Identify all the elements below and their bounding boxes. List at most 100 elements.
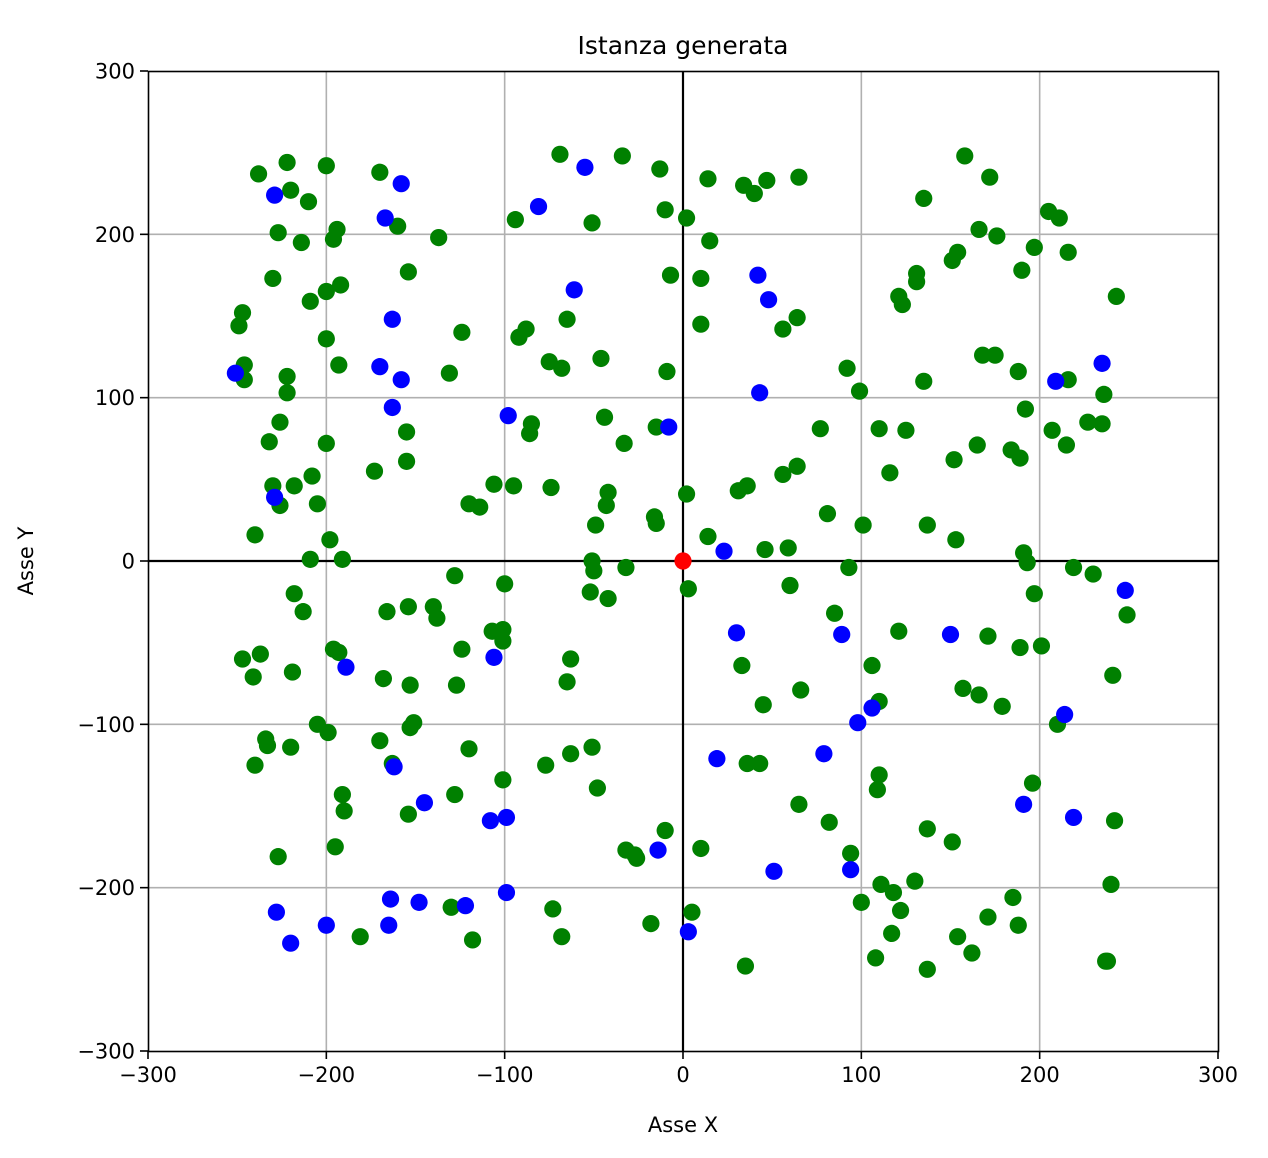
scatter-point <box>246 526 264 544</box>
scatter-point <box>330 643 348 662</box>
scatter-point <box>956 147 974 165</box>
scatter-point <box>642 915 660 933</box>
scatter-point <box>565 281 583 299</box>
scatter-point <box>677 209 696 227</box>
scatter-point <box>1059 371 1077 389</box>
scatter-point <box>558 310 576 328</box>
scatter-point <box>745 184 763 203</box>
scatter-point <box>656 821 674 840</box>
scatter-point <box>647 418 665 436</box>
scatter-point <box>986 346 1004 364</box>
scatter-point <box>1009 362 1027 381</box>
scatter-point <box>1032 637 1051 655</box>
scatter-point <box>485 475 503 493</box>
scatter-point <box>852 893 870 911</box>
scatter-point <box>1015 795 1033 813</box>
scatter-point <box>251 645 269 663</box>
scatter-point <box>392 175 410 193</box>
scatter-point <box>581 583 599 601</box>
scatter-point <box>282 738 300 756</box>
scatter-point <box>383 398 401 417</box>
scatter-point <box>941 625 960 644</box>
scatter-point <box>733 656 751 675</box>
scatter-point <box>792 681 810 699</box>
scatter-point <box>308 495 327 513</box>
scatter-point <box>1064 808 1083 827</box>
y-tick-labels: −300 −200 −100 0 100 200 300 <box>77 60 135 1064</box>
scatter-point <box>863 656 881 675</box>
scatter-point <box>1018 554 1036 572</box>
scatter-point <box>399 598 417 616</box>
chart-title: Istanza generata <box>578 31 789 60</box>
scatter-point <box>383 310 401 328</box>
scatter-point <box>1084 565 1102 583</box>
scatter-point <box>833 625 851 644</box>
scatter-point <box>906 872 924 890</box>
scatter-point <box>599 589 617 608</box>
scatter-point <box>271 413 289 431</box>
scatter-point <box>553 928 571 946</box>
scatter-point <box>915 189 933 207</box>
scatter-point <box>278 384 296 402</box>
x-axis-label: Asse X <box>648 1113 718 1137</box>
scatter-point <box>677 485 696 503</box>
scatter-point <box>428 609 446 627</box>
scatter-point <box>442 898 460 916</box>
scatter-point <box>788 457 806 475</box>
scatter-point <box>1093 354 1111 372</box>
scatter-point <box>542 478 560 497</box>
scatter-point <box>494 632 512 650</box>
scatter-point <box>1011 449 1029 467</box>
scatter-point <box>738 477 756 495</box>
y-tick-label: 0 <box>122 550 135 574</box>
scatter-point <box>371 163 389 181</box>
scatter-point <box>656 201 674 219</box>
scatter-point <box>692 839 710 858</box>
y-tick-label: −100 <box>77 713 135 737</box>
scatter-point <box>815 745 833 763</box>
scatter-point <box>760 291 778 309</box>
y-tick-label: 100 <box>95 386 135 410</box>
scatter-point <box>790 168 808 186</box>
scatter-point <box>471 498 489 516</box>
scatter-point <box>699 170 717 188</box>
y-tick-label: −300 <box>77 1040 135 1064</box>
y-axis-label: Asse Y <box>14 526 38 595</box>
scatter-point <box>949 928 967 946</box>
scatter-point <box>463 931 482 949</box>
scatter-point <box>891 901 910 920</box>
scatter-point <box>447 676 466 694</box>
scatter-point <box>1016 400 1034 418</box>
scatter-point <box>765 862 783 880</box>
scatter-point <box>456 897 475 915</box>
scatter-point <box>849 714 867 732</box>
scatter-point <box>430 229 448 247</box>
scatter-point <box>949 243 967 261</box>
scatter-point <box>974 346 992 364</box>
scatter-point <box>842 861 860 879</box>
scatter-point <box>954 679 972 698</box>
scatter-point <box>651 160 669 178</box>
scatter-point <box>380 916 398 934</box>
scatter-point <box>551 145 569 163</box>
scatter-point <box>890 622 908 640</box>
scatter-point <box>267 903 285 921</box>
scatter-point <box>576 158 594 176</box>
scatter-point <box>371 358 389 376</box>
scatter-point <box>460 740 478 758</box>
scatter-point <box>1009 916 1027 934</box>
scatter-point <box>979 627 997 645</box>
scatter-point <box>715 542 733 560</box>
scatter-point <box>562 745 580 763</box>
scatter-point <box>915 372 933 390</box>
x-tick-labels: −300 −200 −100 0 100 200 300 <box>119 1063 1238 1087</box>
scatter-point <box>1025 238 1043 256</box>
scatter-point <box>371 732 389 750</box>
scatter-point <box>249 165 268 183</box>
scatter-point <box>494 771 512 789</box>
scatter-point <box>908 273 926 291</box>
scatter-point <box>301 292 319 310</box>
scatter-point <box>374 670 392 688</box>
scatter-point <box>583 214 601 232</box>
scatter-point <box>278 153 296 172</box>
